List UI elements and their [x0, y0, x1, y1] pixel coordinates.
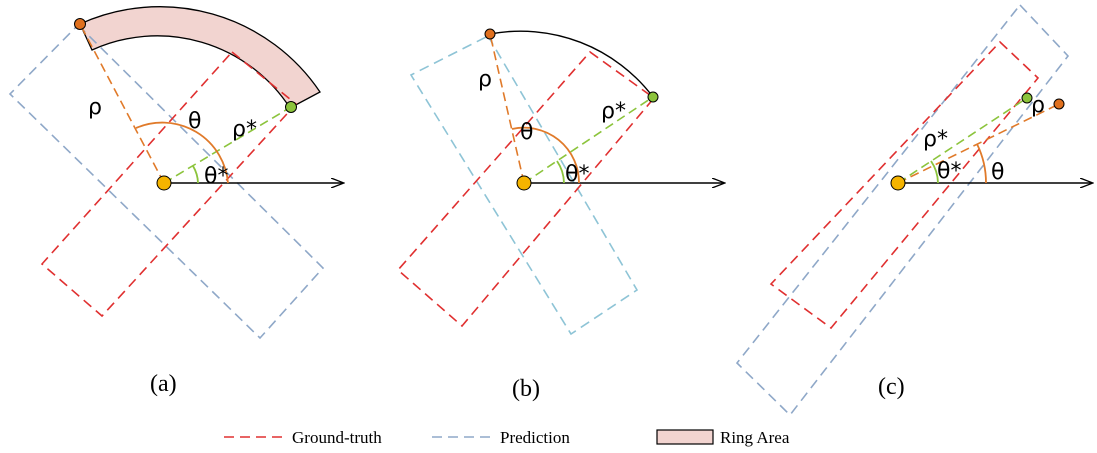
prediction-box: [409, 34, 639, 336]
rho-label: ρ: [1031, 93, 1045, 118]
legend-ground-truth-label: Ground-truth: [292, 428, 382, 447]
legend-ring-area-label: Ring Area: [720, 428, 790, 447]
caption-a: (a): [150, 371, 177, 397]
rho-star-label: ρ*: [923, 127, 948, 152]
theta-arc: [135, 121, 229, 184]
rho-star-label: ρ*: [232, 117, 257, 142]
theta-star-arc: [192, 165, 199, 184]
theta-label: θ: [188, 109, 201, 134]
prediction-box: [8, 23, 325, 340]
rho-point: [74, 18, 86, 30]
theta-label: θ: [520, 120, 533, 145]
panel-b: ρ θ ρ* θ* (b): [396, 28, 724, 402]
theta-star-label: θ*: [937, 159, 961, 184]
legend-prediction-label: Prediction: [500, 428, 570, 447]
theta-star-arc: [930, 160, 939, 184]
center-point: [156, 175, 172, 191]
legend-ring-area-swatch: [656, 429, 714, 445]
rho-label: ρ: [478, 67, 492, 92]
panel-c: ρ ρ* θ* θ (c): [735, 3, 1092, 417]
rho-label: ρ: [88, 95, 102, 120]
center-point: [516, 175, 532, 191]
rho-star-point: [285, 101, 297, 113]
caption-b: (b): [512, 376, 540, 402]
rho-line: [897, 103, 1060, 184]
ground-truth-box: [396, 50, 656, 328]
theta-arc: [511, 126, 580, 184]
panel-a: ρ θ ρ* θ* (a): [8, 6, 343, 397]
prediction-box: [735, 3, 1070, 417]
theta-star-arc: [556, 160, 565, 184]
rho-star-label: ρ*: [601, 99, 626, 124]
theta-star-label: θ*: [204, 164, 228, 189]
rho-point: [1053, 98, 1065, 110]
caption-c: (c): [878, 374, 905, 400]
rho-arc: [489, 30, 654, 98]
legend: Ground-truth Prediction Ring Area: [224, 428, 790, 447]
center-point: [890, 175, 906, 191]
ground-truth-box: [40, 50, 298, 318]
theta-star-label: θ*: [565, 162, 589, 187]
rho-line: [489, 33, 525, 184]
rho-star-line: [163, 106, 292, 184]
rho-star-point: [647, 91, 659, 103]
rho-star-line: [523, 96, 654, 184]
rho-star-point: [1021, 92, 1033, 104]
rho-star-line: [897, 97, 1028, 184]
theta-label: θ: [991, 160, 1004, 185]
rho-line: [79, 23, 165, 184]
ground-truth-box: [769, 40, 1040, 330]
theta-arc: [976, 143, 987, 184]
ring-area: [79, 6, 321, 109]
rho-point: [484, 28, 496, 40]
